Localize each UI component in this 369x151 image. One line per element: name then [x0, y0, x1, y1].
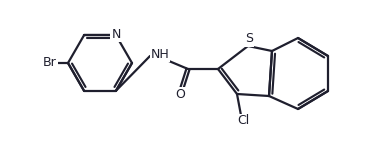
Text: S: S	[245, 32, 253, 45]
Text: O: O	[175, 87, 185, 101]
Text: N: N	[111, 28, 121, 41]
Text: NH: NH	[151, 48, 169, 61]
Text: Br: Br	[43, 56, 57, 69]
Text: Cl: Cl	[237, 114, 249, 127]
